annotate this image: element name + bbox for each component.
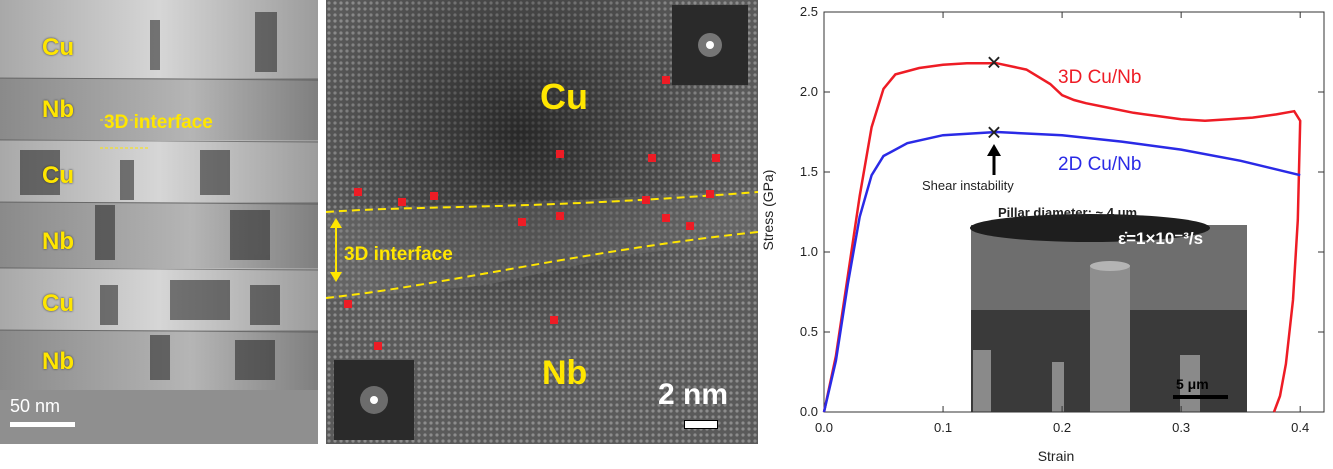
shear-arrow-icon <box>987 144 1001 175</box>
x-axis-label: Strain <box>1038 448 1075 464</box>
legend-2d: 2D Cu/Nb <box>1058 154 1141 175</box>
hrtem-scale-bar <box>684 420 718 429</box>
legend-3d: 3D Cu/Nb <box>1058 67 1141 88</box>
hrtem-image-graphic <box>326 0 758 444</box>
peak-marker-2d: × <box>986 117 1001 147</box>
x-tick-label: 0.2 <box>1053 420 1071 435</box>
tem-image-graphic <box>0 0 318 444</box>
peak-marker-3d: × <box>986 47 1001 77</box>
y-tick-label: 2.0 <box>800 84 818 99</box>
x-tick-label: 0.4 <box>1291 420 1309 435</box>
x-tick-label: 0.0 <box>815 420 833 435</box>
x-tick-label: 0.3 <box>1172 420 1190 435</box>
y-tick-label: 0.5 <box>800 324 818 339</box>
hrtem-image: Cu Nb 3D interface 2 nm <box>326 0 758 444</box>
tem-scale-label: 50 nm <box>10 396 61 416</box>
plot-frame <box>823 11 1325 413</box>
y-tick-label: 2.5 <box>800 4 818 19</box>
strain-rate-label: ε̇=1×10⁻³/s <box>1118 229 1203 248</box>
shear-instability-label: Shear instability <box>922 178 1014 193</box>
y-tick-label: 1.0 <box>800 244 818 259</box>
chart-svg: 0.0 0.1 0.2 0.3 0.4 0.0 0.5 1.0 1.5 2.0 2.5 Stress… <box>760 4 1325 464</box>
x-tick-label: 0.1 <box>934 420 952 435</box>
layer-label-cu-1: Cu <box>42 34 74 61</box>
inset-scale-label: 5 μm <box>1176 376 1209 392</box>
hrtem-interface-label: 3D interface <box>344 244 453 265</box>
stress-strain-chart: 0.0 0.1 0.2 0.3 0.4 0.0 0.5 1.0 1.5 2.0 2.5 Stress… <box>760 0 1333 469</box>
hrtem-scale-label: 2 nm <box>658 378 729 411</box>
chart-axes: 0.0 0.1 0.2 0.3 0.4 0.0 0.5 1.0 1.5 2.0 2.5 <box>800 4 1325 435</box>
hrtem-nb-label: Nb <box>542 354 588 392</box>
pillar-diameter-label: Pillar diameter: ~ 4 μm <box>998 205 1137 220</box>
layer-label-nb-3: Nb <box>42 348 74 375</box>
y-tick-label: 0.0 <box>800 404 818 419</box>
layer-label-nb-2: Nb <box>42 228 74 255</box>
layer-label-cu-2: Cu <box>42 162 74 189</box>
layer-label-cu-3: Cu <box>42 290 74 317</box>
tem-scale-bar <box>10 422 75 427</box>
pillar-inset <box>970 214 1247 412</box>
series-line-2d <box>822 130 1301 413</box>
layer-label-nb-1: Nb <box>42 96 74 123</box>
series-layer <box>822 61 1302 413</box>
tem-multilayer-image: Cu Nb Cu Nb Cu Nb 3D interface 50 nm <box>0 0 318 444</box>
hrtem-cu-label: Cu <box>540 76 588 117</box>
y-axis-label: Stress (GPa) <box>760 170 776 251</box>
series-line-3d <box>822 61 1302 413</box>
tem-interface-label: 3D interface <box>104 112 213 133</box>
y-tick-label: 1.5 <box>800 164 818 179</box>
